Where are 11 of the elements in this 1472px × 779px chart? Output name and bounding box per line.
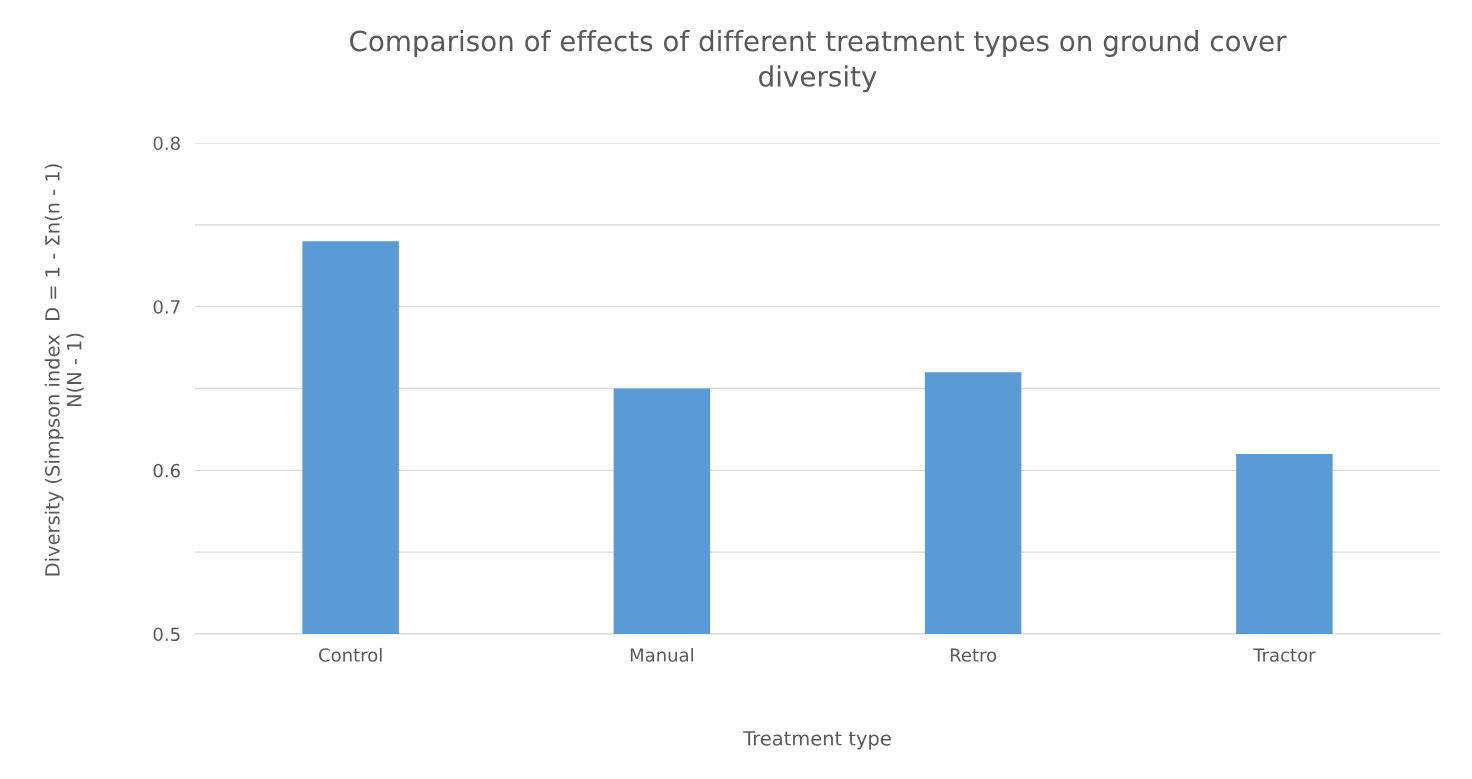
x-tick-label: Tractor [1253, 648, 1316, 662]
y-tick-label: 0.7 [153, 300, 180, 314]
y-tick-label: 0.5 [153, 627, 180, 642]
x-tick-label: Retro [950, 648, 997, 662]
chart-title: Comparison of effects of different treatment types on ground cover diversity [350, 30, 1287, 93]
x-tick-label: Manual [630, 647, 693, 662]
y-axis-title: Diversity (Simpson index D = 1 - Σn(n - 1) N(N - 1) [44, 164, 84, 576]
x-axis-title: Treatment type [743, 731, 891, 750]
x-tick-label: Control [319, 647, 382, 662]
y-tick-label: 0.6 [153, 463, 180, 478]
y-tick-label: 0.8 [153, 136, 180, 151]
